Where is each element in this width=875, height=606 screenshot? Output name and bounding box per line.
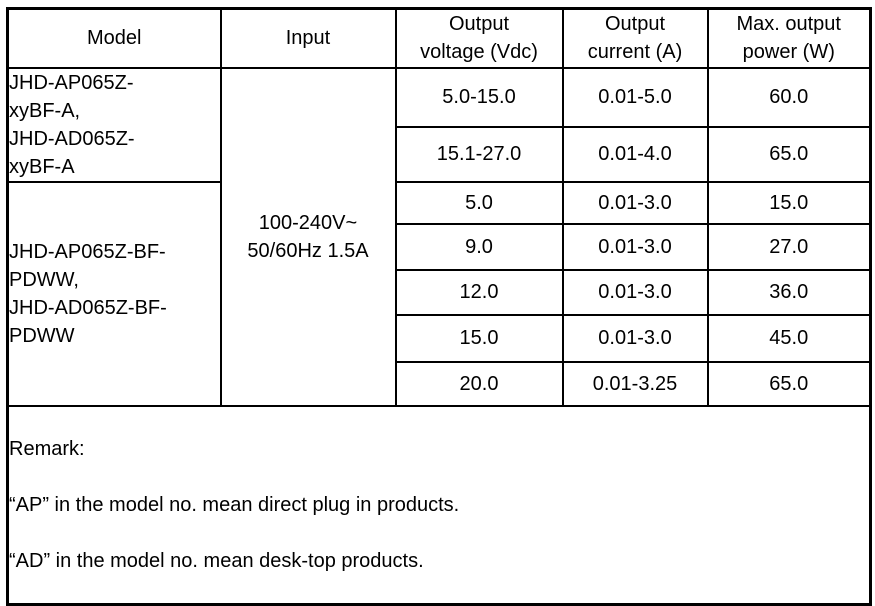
max-power-cell: 60.0 (706, 66, 872, 128)
output-current-cell: 0.01-3.0 (561, 313, 709, 363)
output-voltage-cell: 15.1-27.0 (394, 125, 564, 183)
output-voltage-cell: 20.0 (394, 360, 564, 407)
output-current-cell: 0.01-3.0 (561, 180, 709, 225)
col-header-model: Model (6, 7, 222, 69)
col-header-max-output-power: Max. output power (W) (706, 7, 872, 69)
output-current-cell: 0.01-3.0 (561, 222, 709, 271)
remark-line-ad: “AD” in the model no. mean desk-top prod… (9, 549, 424, 572)
col-header-output-current: Output current (A) (561, 7, 709, 69)
output-current-cell: 0.01-3.0 (561, 268, 709, 316)
max-power-cell: 36.0 (706, 268, 872, 316)
output-voltage-cell: 5.0-15.0 (394, 66, 564, 128)
output-voltage-cell: 15.0 (394, 313, 564, 363)
table-row: 12.0 0.01-3.0 36.0 (8, 268, 872, 316)
output-current-cell: 0.01-3.25 (561, 360, 709, 407)
spec-table: Model Input Output voltage (Vdc) Output … (6, 7, 872, 606)
table-row: JHD-AP065Z- xyBF-A, JHD-AD065Z- xyBF-A 1… (6, 66, 872, 407)
remark-title: Remark: (9, 437, 85, 460)
table-row: JHD-AP065Z-BF- PDWW, JHD-AD065Z-BF- PDWW… (6, 180, 872, 407)
max-power-cell: 65.0 (706, 125, 872, 183)
output-current-cell: 0.01-5.0 (561, 66, 709, 128)
table-row: 20.0 0.01-3.25 65.0 (8, 360, 872, 407)
model-cell-group-2: JHD-AP065Z-BF- PDWW, JHD-AD065Z-BF- PDWW (6, 180, 222, 407)
page: Model Input Output voltage (Vdc) Output … (6, 7, 872, 606)
input-cell: 100-240V~ 50/60Hz 1.5A (219, 66, 397, 407)
output-voltage-cell: 5.0 (394, 180, 564, 225)
max-power-cell: 15.0 (706, 180, 872, 225)
col-header-input: Input (219, 7, 397, 69)
max-power-cell: 27.0 (706, 222, 872, 271)
table-row: 15.1-27.0 0.01-4.0 65.0 (8, 125, 872, 183)
table-row: 15.0 0.01-3.0 45.0 (8, 313, 872, 363)
header-row: Model Input Output voltage (Vdc) Output … (6, 7, 872, 69)
col-header-output-voltage: Output voltage (Vdc) (394, 7, 564, 69)
max-power-cell: 45.0 (706, 313, 872, 363)
model-cell-group-1: JHD-AP065Z- xyBF-A, JHD-AD065Z- xyBF-A (6, 66, 222, 183)
output-voltage-cell: 12.0 (394, 268, 564, 316)
max-power-cell: 65.0 (706, 360, 872, 407)
output-current-cell: 0.01-4.0 (561, 125, 709, 183)
output-voltage-cell: 9.0 (394, 222, 564, 271)
table-row: 9.0 0.01-3.0 27.0 (8, 222, 872, 271)
